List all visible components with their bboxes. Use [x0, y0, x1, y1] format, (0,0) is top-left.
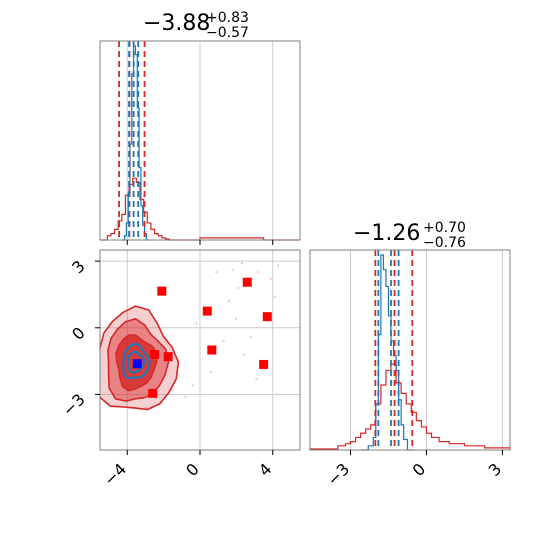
tick-label-joint-x-1: 0 — [182, 459, 203, 480]
title-marginal-x-plus: +0.83 — [206, 10, 249, 26]
injection-marker-1 — [242, 277, 252, 287]
joint-distribution-panel: −4 0 4 3 0 −3 — [59, 249, 301, 490]
scatter-point-4 — [276, 264, 280, 267]
contour-blue-inner — [126, 350, 146, 374]
marginal-histogram-y: −3 0 3 −1.26 +0.70−0.76 — [309, 220, 511, 490]
scatter-point-2 — [256, 271, 260, 274]
scatter-point-7 — [249, 335, 253, 338]
injection-marker-8 — [148, 388, 158, 398]
scatter-point-10 — [184, 395, 187, 398]
histogram-series-red — [100, 177, 300, 241]
scatter-point-14 — [215, 271, 218, 274]
histogram-right-series-blue — [360, 254, 414, 451]
title-marginal-x: −3.88 — [143, 11, 210, 36]
scatter-point-3 — [269, 277, 273, 281]
joint-plot-area — [100, 250, 300, 450]
truth-marker — [132, 359, 142, 369]
tick-label-right-x-1: 0 — [409, 459, 430, 480]
scatter-point-1 — [240, 262, 244, 265]
injection-marker-5 — [207, 345, 217, 355]
histogram-series-blue — [121, 45, 149, 241]
injection-marker-7 — [150, 349, 160, 359]
histogram-right-series-red — [309, 363, 511, 450]
scatter-point-21 — [209, 371, 213, 374]
scatter-point-16 — [273, 295, 276, 298]
scatter-point-15 — [195, 322, 198, 325]
injection-marker-2 — [202, 306, 212, 316]
scatter-point-20 — [171, 388, 174, 392]
scatter-point-9 — [191, 384, 194, 387]
scatter-point-18 — [255, 377, 258, 381]
scatter-point-13 — [236, 286, 240, 289]
injection-marker-6 — [259, 359, 269, 369]
scatter-point-12 — [144, 406, 147, 409]
scatter-point-6 — [235, 317, 238, 321]
scatter-point-19 — [275, 393, 278, 396]
injection-marker-0 — [157, 286, 167, 296]
tick-label-joint-y-0: 3 — [68, 257, 89, 278]
scatter-point-5 — [227, 299, 231, 303]
scatter-point-0 — [231, 268, 234, 272]
title-marginal-y: −1.26 — [353, 221, 420, 246]
contour-blue-outer — [122, 342, 151, 380]
scatter-point-8 — [222, 339, 225, 343]
injection-marker-3 — [262, 312, 272, 322]
axes-frame-right — [309, 249, 511, 451]
title-marginal-y-minus: −0.76 — [423, 235, 466, 251]
tick-label-joint-y-1: 0 — [68, 323, 89, 344]
injection-marker-4 — [163, 352, 173, 362]
title-marginal-x-minus: −0.57 — [206, 25, 249, 41]
tick-label-right-x-2: 3 — [485, 459, 506, 480]
tick-label-joint-y-2: −3 — [59, 390, 89, 420]
tick-label-right-x-0: −3 — [323, 459, 353, 489]
tick-label-joint-x-0: −4 — [100, 459, 130, 489]
marginal-histogram-x: −3.88+0.83−0.57 — [99, 10, 301, 245]
scatter-point-17 — [242, 353, 245, 356]
title-marginal-y-plus: +0.70 — [423, 220, 466, 236]
tick-label-joint-x-2: 4 — [255, 459, 276, 480]
